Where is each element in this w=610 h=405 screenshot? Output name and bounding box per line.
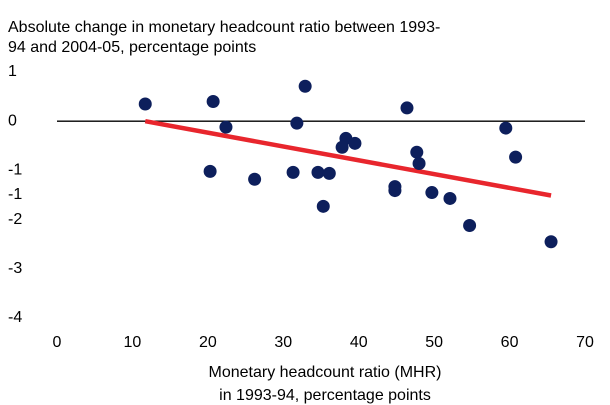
x-tick-label: 20 — [199, 334, 217, 351]
point — [311, 165, 325, 179]
point — [316, 199, 330, 213]
point — [138, 97, 152, 111]
y-tick-label: -4 — [8, 309, 22, 326]
point — [219, 120, 233, 134]
x-axis-label: in 1993-94, percentage points — [219, 387, 431, 404]
point — [248, 172, 262, 186]
point — [425, 186, 439, 200]
y-tick-label: 1 — [8, 63, 17, 80]
point — [322, 166, 336, 180]
point — [463, 219, 477, 233]
point — [499, 121, 513, 135]
y-tick-label: -3 — [8, 260, 22, 277]
chart-title: Absolute change in monetary headcount ra… — [8, 19, 440, 36]
x-tick-label: 10 — [124, 334, 142, 351]
point — [203, 164, 217, 178]
y-tick-label: -2 — [8, 211, 22, 228]
x-tick-label: 50 — [425, 334, 443, 351]
y-tick-label: -1 — [8, 186, 22, 203]
x-axis-label: Monetary headcount ratio (MHR) — [209, 364, 442, 381]
x-tick-label: 40 — [350, 334, 368, 351]
point — [443, 191, 457, 205]
point — [410, 145, 424, 159]
point — [298, 79, 312, 93]
x-tick-label: 60 — [501, 334, 519, 351]
point — [400, 101, 414, 115]
point — [544, 235, 558, 249]
point — [412, 157, 426, 171]
point — [388, 184, 402, 198]
point — [335, 140, 349, 154]
y-tick-label: 0 — [8, 112, 17, 129]
point — [290, 116, 304, 130]
point — [206, 95, 220, 109]
point — [286, 165, 300, 179]
chart-title: 94 and 2004-05, percentage points — [8, 39, 256, 56]
point — [348, 136, 362, 150]
trendline — [144, 118, 552, 198]
y-tick-label: -1 — [8, 162, 22, 179]
x-tick-label: 0 — [53, 334, 62, 351]
point — [509, 150, 523, 164]
x-tick-label: 30 — [274, 334, 292, 351]
x-tick-label: 70 — [576, 334, 594, 351]
